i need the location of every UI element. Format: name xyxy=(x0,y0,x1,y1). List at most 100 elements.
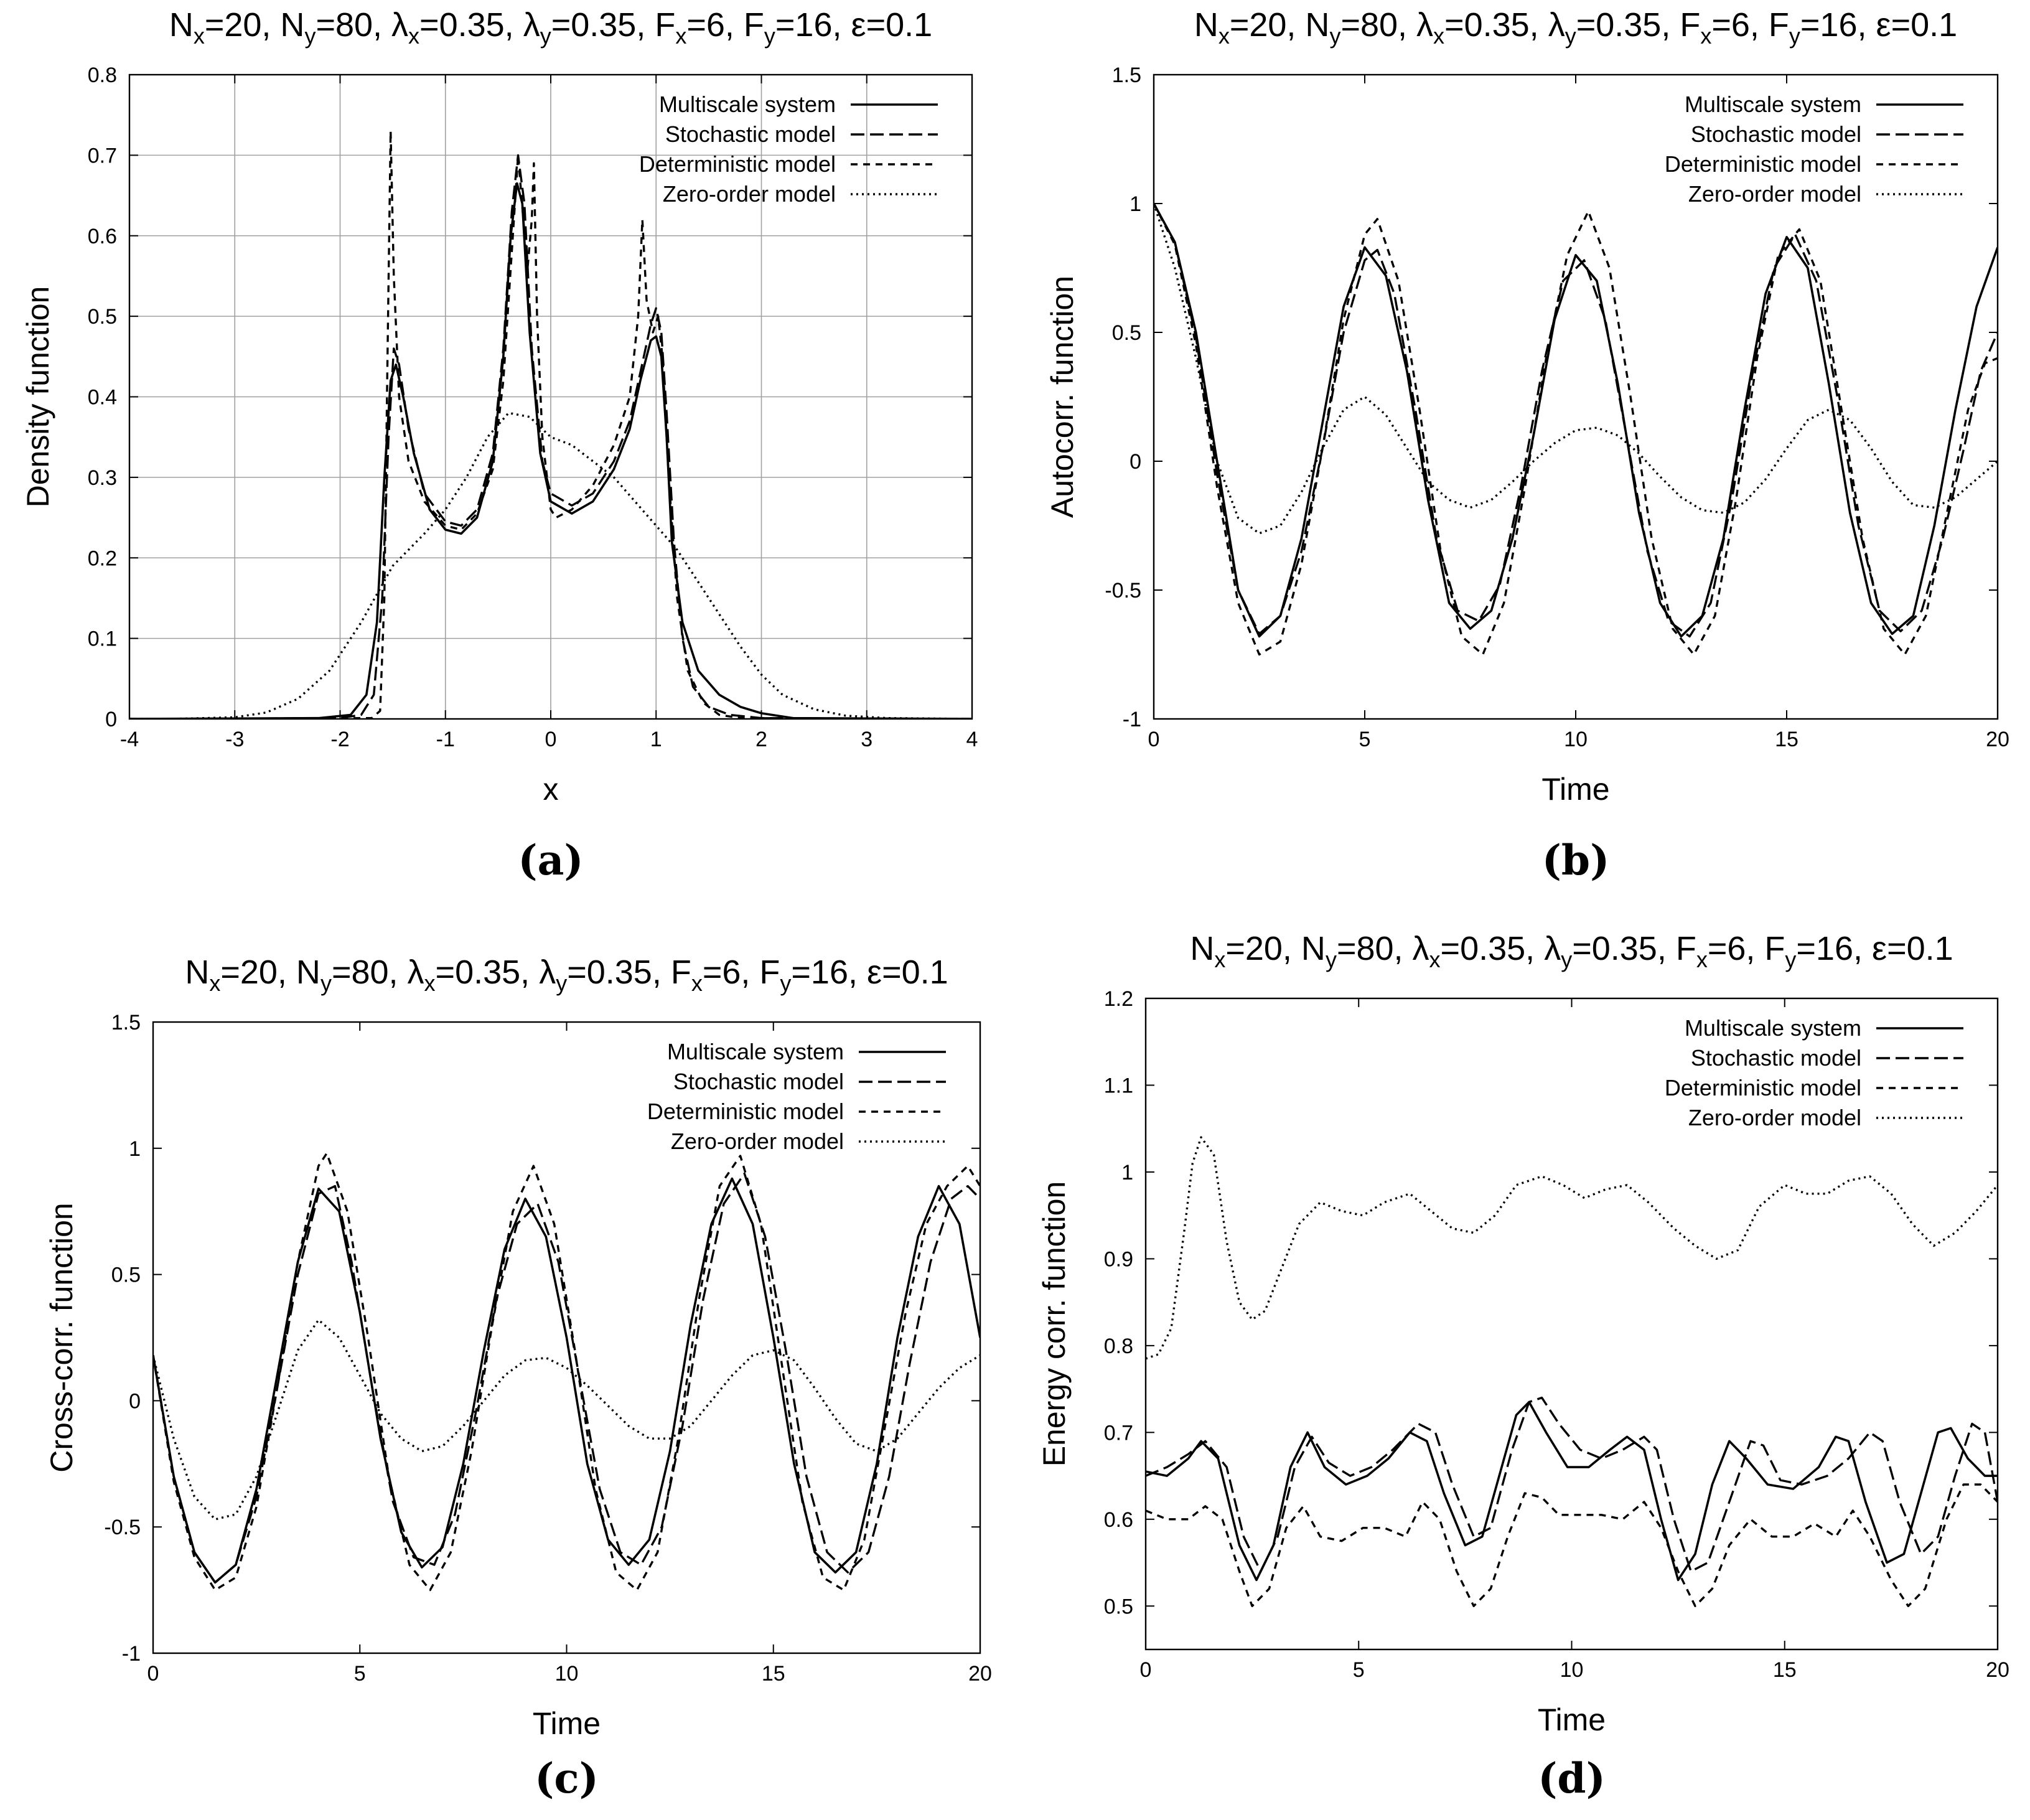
panel-b: 0 5 10 15 20 -1 -0.5 0 0.5 1 1.5 Multiscale system S… xyxy=(1045,6,2009,884)
title-subscript: x xyxy=(408,23,419,49)
title-segment: =0.35, λ xyxy=(1444,6,1565,44)
x-tick-label: 10 xyxy=(1560,1658,1584,1682)
y-tick-label: 1.5 xyxy=(1112,63,1141,87)
y-tick-label: 0.5 xyxy=(88,305,117,329)
title-subscript: y xyxy=(1785,947,1796,972)
title-segment: N xyxy=(1190,930,1214,967)
legend-label: Zero-order model xyxy=(1688,1105,1861,1130)
x-tick-label: 4 xyxy=(966,728,978,751)
series-line-stochastic-model xyxy=(1154,203,1998,638)
title-segment: =0.35, λ xyxy=(436,954,556,991)
y-tick-label: 0.6 xyxy=(1104,1508,1133,1532)
y-tick-label: -1 xyxy=(1123,708,1141,731)
panel-d: 0 5 10 15 20 0.5 0.6 0.7 0.8 0.9 1 1.1 1.2 Multiscale… xyxy=(1037,930,2009,1803)
title-segment: =0.35, λ xyxy=(419,6,540,44)
title-subscript: x xyxy=(209,970,220,996)
y-tick-label: 1 xyxy=(129,1137,141,1161)
series-line-zero-order-model xyxy=(153,1318,980,1521)
legend: Multiscale system Stochastic model Determi… xyxy=(647,1039,946,1154)
title-segment: =6, F xyxy=(1711,6,1789,44)
title-segment: N xyxy=(185,954,209,991)
title-segment: =0.35, F xyxy=(1576,6,1701,44)
x-tick-label: 20 xyxy=(1986,1658,2009,1682)
y-tick-label: 0 xyxy=(129,1389,141,1413)
series-group xyxy=(1146,1136,1998,1607)
title-segment: =80, λ xyxy=(1337,930,1429,967)
title-segment: =16, ε=0.1 xyxy=(1796,930,1953,967)
title-segment: =6, F xyxy=(1708,930,1785,967)
legend-label: Deterministic model xyxy=(1665,1075,1861,1100)
title-segment: =0.35, F xyxy=(551,6,676,44)
y-tick-label: 0.7 xyxy=(88,144,117,167)
x-tick-label: -3 xyxy=(225,728,244,751)
x-axis-label: Time xyxy=(1541,772,1609,807)
chart-title: Nx=20, Ny=80, λx=0.35, λy=0.35, Fx=6, Fy… xyxy=(185,954,948,996)
title-segment: =0.35, λ xyxy=(1441,930,1561,967)
chart-title: Nx=20, Ny=80, λx=0.35, λy=0.35, Fx=6, Fy… xyxy=(1190,930,1953,972)
title-subscript: y xyxy=(1565,23,1576,49)
y-tick-label: 1 xyxy=(1121,1161,1133,1184)
x-tick-label: 10 xyxy=(1564,728,1588,751)
x-tick-label: 10 xyxy=(555,1662,579,1686)
title-segment: =80, λ xyxy=(316,6,408,44)
title-subscript: x xyxy=(424,970,436,996)
x-tick-label: 5 xyxy=(1359,728,1371,751)
x-tick-label: 15 xyxy=(1773,1658,1797,1682)
x-tick-label: 15 xyxy=(762,1662,785,1686)
title-segment: =16, ε=0.1 xyxy=(1800,6,1957,44)
y-axis-label: Density function xyxy=(21,286,55,508)
legend-label: Multiscale system xyxy=(1685,91,1861,117)
x-tick-label: 1 xyxy=(650,728,662,751)
y-tick-label: 0.7 xyxy=(1104,1421,1133,1445)
title-subscript: x xyxy=(1218,23,1230,49)
title-segment: =16, ε=0.1 xyxy=(775,6,932,44)
y-tick-label: 0.9 xyxy=(1104,1247,1133,1271)
plot-frame xyxy=(1153,73,1999,720)
title-segment: =20, N xyxy=(1225,930,1326,967)
y-tick-label: 0.3 xyxy=(88,466,117,490)
series-line-multiscale-system xyxy=(153,1177,980,1584)
title-subscript: y xyxy=(1561,947,1572,972)
series-group xyxy=(153,1152,980,1592)
title-subscript: y xyxy=(556,970,567,996)
series-line-stochastic-model xyxy=(153,1172,980,1584)
title-segment: N xyxy=(169,6,194,44)
panel-a: -4 -3 -2 -1 0 1 2 3 4 0 0.1 0.2 0.3 0.4 0.5 0.6 0.7 0.8 Mu… xyxy=(21,6,978,884)
title-subscript: y xyxy=(764,23,775,49)
title-subscript: y xyxy=(540,23,551,49)
title-subscript: x xyxy=(691,970,703,996)
title-subscript: y xyxy=(320,970,332,996)
y-tick-label: 1 xyxy=(1130,192,1141,216)
title-segment: =80, λ xyxy=(332,954,424,991)
title-segment: =20, N xyxy=(205,6,305,44)
series-line-zero-order-model xyxy=(129,411,972,719)
title-subscript: y xyxy=(1789,23,1800,49)
y-tick-label: 1.1 xyxy=(1104,1074,1133,1097)
x-tick-label: -2 xyxy=(330,728,349,751)
x-tick-label: 0 xyxy=(1140,1658,1152,1682)
legend-label: Multiscale system xyxy=(667,1039,844,1064)
legend-label: Multiscale system xyxy=(659,91,836,117)
y-tick-label: 1.5 xyxy=(111,1011,141,1034)
title-subscript: x xyxy=(1696,947,1708,972)
series-line-stochastic-model xyxy=(1146,1396,1998,1573)
title-subscript: x xyxy=(1433,23,1444,49)
series-line-zero-order-model xyxy=(1146,1136,1998,1360)
y-tick-label: 0 xyxy=(105,708,117,731)
x-tick-label: 5 xyxy=(1353,1658,1365,1682)
legend-label: Stochastic model xyxy=(673,1069,844,1094)
y-tick-label: 0.5 xyxy=(1104,1595,1133,1618)
series-line-deterministic-model xyxy=(129,129,972,719)
y-axis-label: Autocorr. function xyxy=(1045,276,1080,518)
x-tick-label: 0 xyxy=(147,1662,159,1686)
legend: Multiscale system Stochastic model Determi… xyxy=(1665,91,1963,207)
x-tick-label: 5 xyxy=(354,1662,366,1686)
y-tick-label: 0.5 xyxy=(111,1264,141,1287)
y-tick-label: 0.2 xyxy=(88,546,117,570)
title-subscript: y xyxy=(1326,947,1337,972)
y-tick-label: 0.8 xyxy=(1104,1335,1133,1358)
title-segment: =0.35, F xyxy=(1572,930,1696,967)
series-line-deterministic-model xyxy=(153,1152,980,1592)
x-tick-label: 0 xyxy=(1148,728,1160,751)
